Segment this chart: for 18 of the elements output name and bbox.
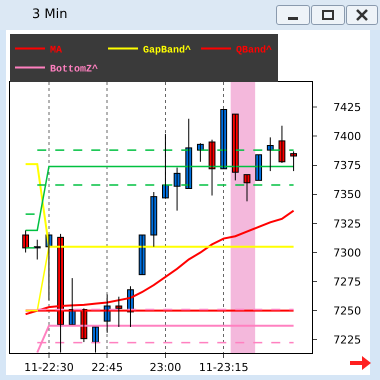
legend-label: BottomZ^ [50, 64, 98, 76]
y-tick-label: 7425 [333, 100, 362, 114]
x-tick-label: 11-23:15 [198, 361, 249, 374]
x-tick-label: 11-22:30 [24, 361, 74, 374]
y-tick-label: 7325 [333, 217, 362, 230]
y-tick-label: 7300 [333, 246, 362, 260]
y-tick-label: 7400 [333, 130, 362, 144]
x-tick-label: 22:45 [91, 361, 124, 374]
y-tick-label: 7375 [333, 159, 362, 172]
y-tick-label: 7250 [333, 304, 362, 318]
legend-label: MA [50, 45, 62, 56]
y-tick-label: 7350 [333, 188, 362, 202]
y-tick-label: 7225 [333, 334, 362, 347]
legend-label: QBand^ [236, 44, 272, 56]
legend-label: GapBand^ [143, 44, 192, 56]
chart-title: 3 Min [32, 7, 68, 22]
y-tick-label: 7275 [333, 275, 362, 288]
x-tick-label: 23:00 [150, 361, 182, 374]
